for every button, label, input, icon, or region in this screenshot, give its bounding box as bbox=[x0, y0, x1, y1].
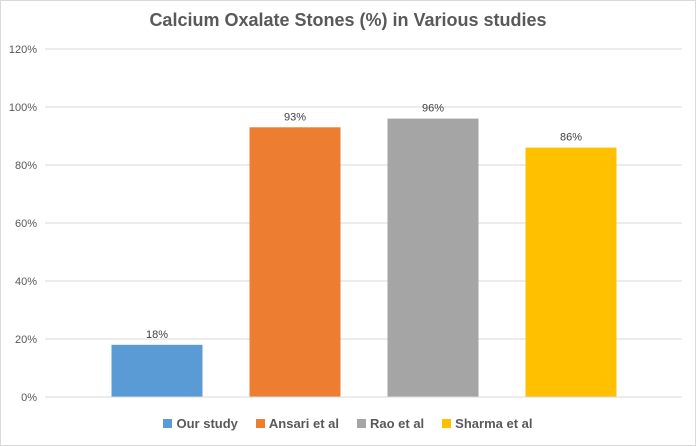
legend-swatch bbox=[442, 419, 452, 428]
y-tick-label: 100% bbox=[9, 102, 37, 114]
y-tick-label: 120% bbox=[9, 44, 37, 56]
legend-item: Ansari et al bbox=[255, 416, 339, 431]
bar bbox=[525, 147, 617, 397]
bar bbox=[111, 344, 203, 397]
legend-item: Rao et al bbox=[356, 416, 425, 431]
legend-swatch bbox=[356, 419, 366, 428]
y-tick-label: 0% bbox=[21, 392, 37, 404]
legend-label: Ansari et al bbox=[268, 416, 339, 431]
bar bbox=[249, 127, 341, 398]
data-label: 93% bbox=[284, 111, 306, 123]
bar bbox=[387, 118, 479, 397]
y-tick-label: 20% bbox=[15, 334, 37, 346]
y-tick-label: 80% bbox=[15, 160, 37, 172]
data-label: 18% bbox=[146, 329, 168, 341]
legend-label: Rao et al bbox=[369, 416, 425, 431]
data-label: 96% bbox=[422, 103, 444, 115]
legend-item: Sharma et al bbox=[442, 416, 533, 431]
legend-swatch bbox=[163, 419, 173, 428]
legend-label: Our study bbox=[176, 416, 238, 431]
legend-swatch bbox=[255, 419, 265, 428]
y-tick-label: 40% bbox=[15, 276, 37, 288]
chart-legend: Our study Ansari et al Rao et al Sharma et … bbox=[0, 416, 696, 431]
y-tick-label: 60% bbox=[15, 218, 37, 230]
chart-title: Calcium Oxalate Stones (%) in Various st… bbox=[149, 10, 547, 30]
legend-label: Sharma et al bbox=[455, 416, 533, 431]
legend-item: Our study bbox=[163, 416, 238, 431]
data-label: 86% bbox=[560, 132, 582, 144]
